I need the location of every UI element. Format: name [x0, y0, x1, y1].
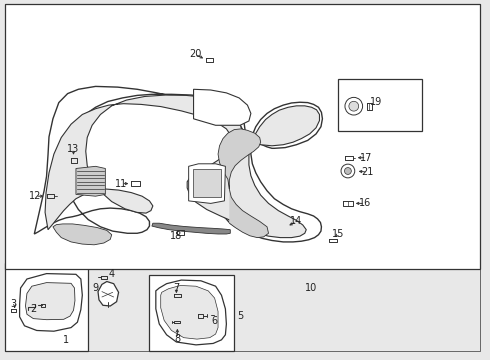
Text: 9: 9 [93, 283, 98, 293]
Text: 3: 3 [11, 299, 17, 309]
Polygon shape [53, 224, 112, 245]
Polygon shape [193, 169, 221, 197]
Polygon shape [194, 89, 251, 125]
Polygon shape [161, 285, 218, 339]
Text: 18: 18 [171, 231, 182, 241]
Text: 5: 5 [237, 311, 243, 321]
Text: 6: 6 [212, 316, 218, 327]
Text: 11: 11 [116, 179, 127, 189]
Circle shape [344, 167, 351, 175]
Polygon shape [152, 223, 230, 234]
Polygon shape [34, 86, 322, 242]
Text: 14: 14 [290, 216, 303, 226]
Text: 17: 17 [360, 153, 373, 163]
Polygon shape [218, 129, 269, 238]
Bar [5, 263, 88, 351]
Circle shape [349, 101, 359, 111]
Text: 1: 1 [63, 335, 69, 345]
Circle shape [345, 97, 363, 115]
Text: 4: 4 [109, 269, 115, 279]
Text: 13: 13 [68, 144, 79, 154]
Text: 8: 8 [174, 334, 180, 345]
Bar [5, 4, 480, 269]
Text: 20: 20 [189, 49, 201, 59]
Polygon shape [189, 164, 225, 203]
Text: 15: 15 [332, 229, 344, 239]
Circle shape [341, 164, 355, 178]
Polygon shape [25, 283, 75, 320]
Text: 21: 21 [361, 167, 374, 177]
Text: 12: 12 [29, 191, 42, 201]
Polygon shape [20, 274, 82, 331]
Polygon shape [156, 280, 226, 345]
Text: 10: 10 [305, 283, 318, 293]
Bar [338, 79, 422, 131]
Polygon shape [98, 282, 119, 306]
Polygon shape [45, 95, 319, 238]
Text: 16: 16 [359, 198, 371, 208]
Text: 2: 2 [30, 304, 36, 314]
Text: 19: 19 [370, 97, 382, 107]
Bar [149, 275, 234, 351]
Polygon shape [76, 166, 105, 196]
Text: 7: 7 [173, 283, 179, 293]
